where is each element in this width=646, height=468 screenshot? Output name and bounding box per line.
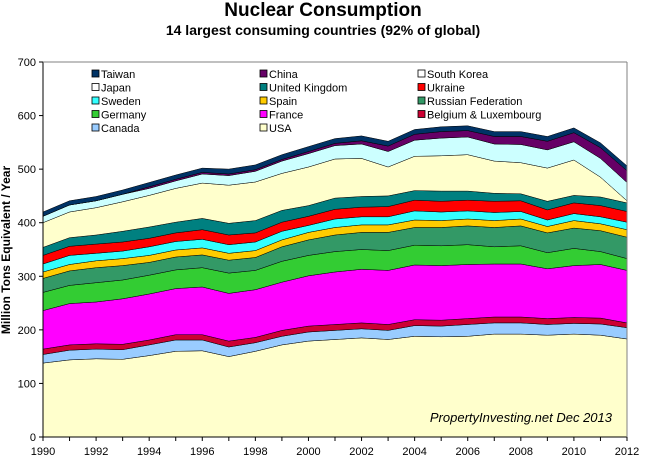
legend-swatch [417, 96, 426, 105]
y-tick-label: 100 [18, 378, 36, 390]
y-tick-label: 400 [18, 218, 36, 230]
legend-swatch [417, 110, 426, 118]
x-tick-label: 1996 [190, 446, 214, 458]
legend-label: Spain [269, 96, 297, 108]
legend-swatch [91, 110, 100, 118]
x-tick-label: 1992 [84, 446, 108, 458]
legend-swatch [417, 69, 426, 78]
chart-title: Nuclear Consumption [224, 0, 422, 21]
legend-label: South Korea [427, 69, 489, 81]
x-tick-label: 2008 [509, 446, 533, 458]
legend-label: China [269, 69, 299, 81]
legend-label: France [269, 110, 303, 122]
y-axis-label: Million Tons Equivalent / Year [0, 166, 13, 335]
x-tick-label: 1998 [243, 446, 267, 458]
legend-swatch [259, 69, 268, 78]
y-tick-label: 200 [18, 325, 36, 337]
legend-swatch [259, 110, 268, 118]
x-tick-label: 2004 [402, 446, 426, 458]
area-layers [42, 125, 628, 438]
x-tick-label: 1994 [137, 446, 161, 458]
x-tick-label: 2000 [296, 446, 320, 458]
source-annotation: PropertyInvesting.net Dec 2013 [430, 410, 613, 425]
x-tick-label: 2010 [562, 446, 586, 458]
y-tick-label: 0 [30, 432, 36, 444]
legend-label: Belgium & Luxembourg [427, 110, 541, 122]
y-tick-label: 300 [18, 271, 36, 283]
legend-swatch [91, 96, 100, 105]
legend-label: Canada [101, 123, 140, 135]
x-tick-label: 1990 [31, 446, 55, 458]
legend-label: Japan [101, 83, 131, 95]
x-tick-label: 2002 [349, 446, 373, 458]
legend-label: Russian Federation [427, 96, 522, 108]
legend-label: United Kingdom [269, 83, 347, 95]
legend-swatch [417, 83, 426, 91]
legend-label: USA [269, 123, 292, 135]
y-tick-label: 600 [18, 111, 36, 123]
legend-swatch [259, 83, 268, 91]
legend-label: Taiwan [101, 69, 135, 81]
legend-swatch [91, 83, 100, 91]
y-tick-label: 700 [18, 57, 36, 69]
chart-subtitle: 14 largest consuming countries (92% of g… [165, 22, 481, 38]
x-tick-label: 2006 [455, 446, 479, 458]
legend-swatch [259, 96, 268, 105]
x-tick-label: 2012 [615, 446, 639, 458]
legend-swatch [91, 123, 100, 132]
y-tick-label: 500 [18, 164, 36, 176]
legend-swatch [91, 69, 100, 78]
legend-label: Sweden [101, 96, 141, 108]
legend-swatch [259, 123, 268, 132]
legend-label: Ukraine [427, 83, 465, 95]
legend-label: Germany [101, 110, 147, 122]
axes: 0 100 200 300 400 500 600 700 1990 1992 1994 1996 19… [18, 57, 640, 458]
legend: Taiwan China South Korea Japan United Kingdo… [91, 69, 541, 135]
